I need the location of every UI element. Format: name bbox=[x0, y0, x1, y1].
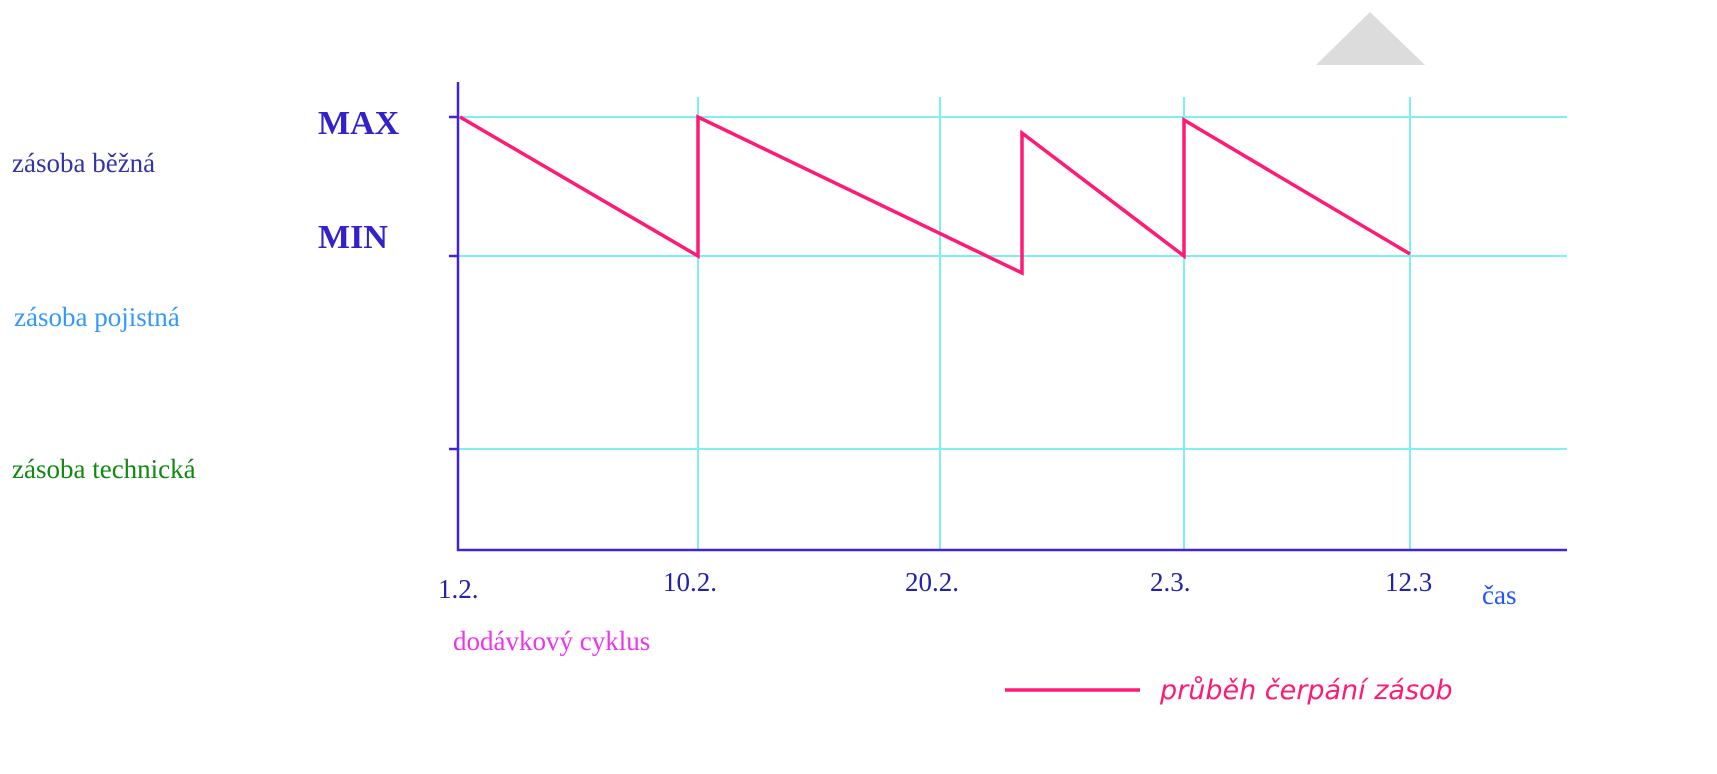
x-label: 2.3. bbox=[1150, 567, 1191, 597]
max-label: MAX bbox=[318, 105, 400, 142]
zone-label: zásoba technická bbox=[12, 454, 196, 484]
decor-triangle bbox=[1316, 12, 1425, 65]
x-label: 12.3 bbox=[1385, 567, 1432, 597]
x-label: 1.2. bbox=[438, 574, 479, 604]
x-label: 20.2. bbox=[905, 567, 959, 597]
zone-label: zásoba pojistná bbox=[14, 302, 180, 332]
x-axis-label: čas bbox=[1482, 580, 1516, 610]
x-label: 10.2. bbox=[663, 567, 717, 597]
axes bbox=[449, 82, 1567, 552]
min-label: MIN bbox=[318, 219, 388, 256]
cycle-label: dodávkový cyklus bbox=[453, 626, 650, 656]
grid bbox=[458, 97, 1567, 550]
stock-line bbox=[459, 114, 1411, 276]
zone-label: zásoba běžná bbox=[12, 148, 155, 178]
legend-label: průběh čerpání zásob bbox=[1159, 675, 1453, 706]
